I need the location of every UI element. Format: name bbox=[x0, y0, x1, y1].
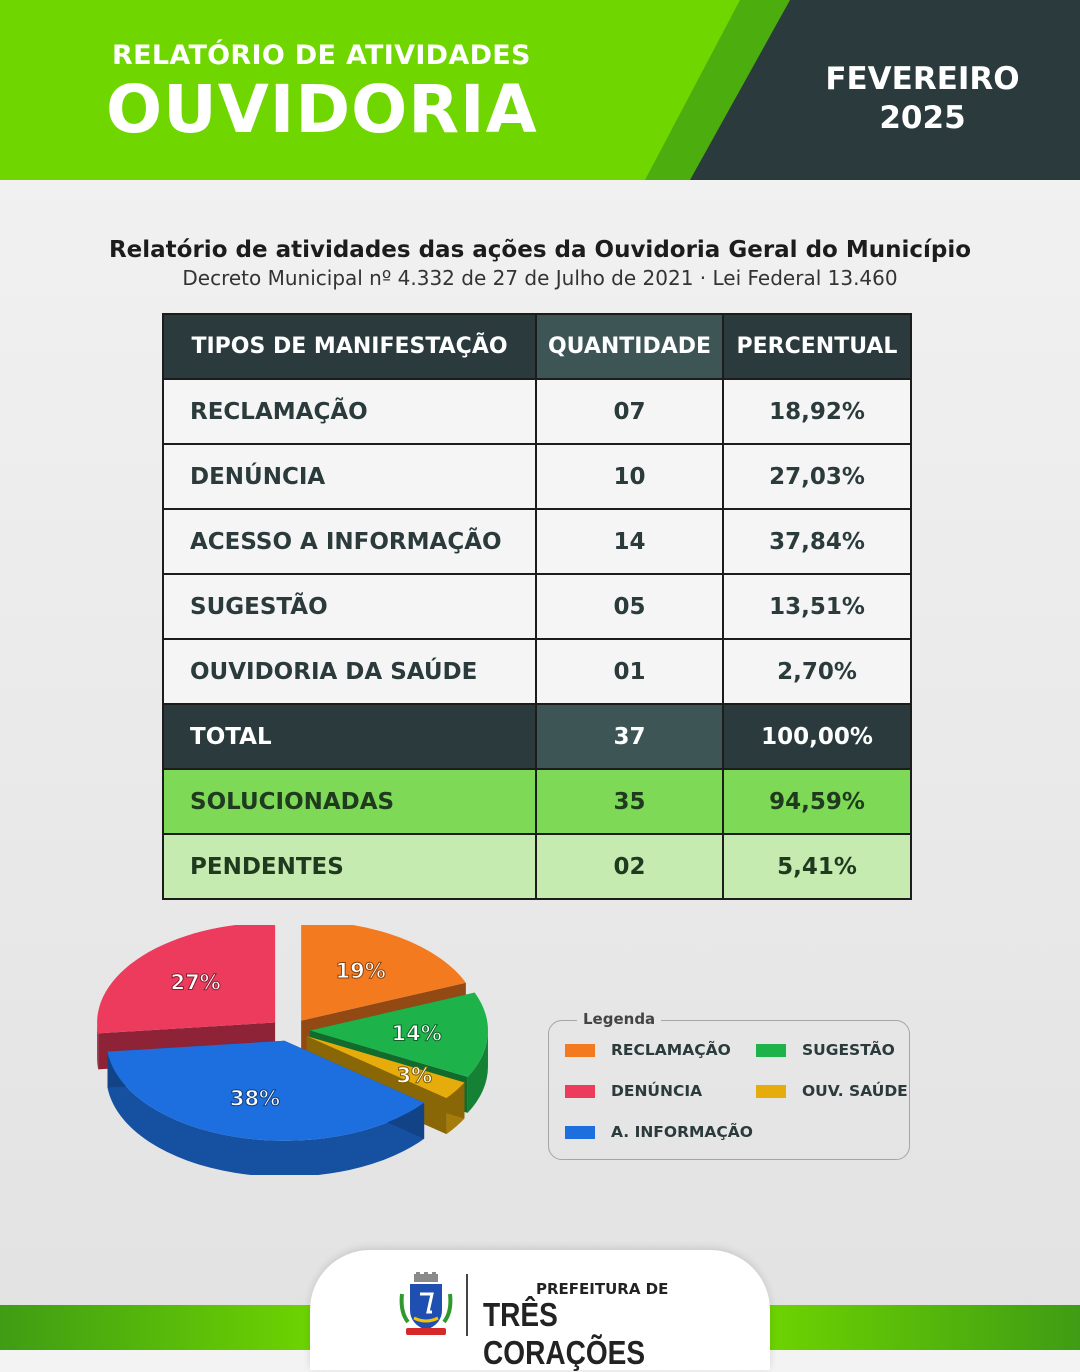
row-percent: 27,03% bbox=[722, 443, 912, 510]
header-subtitle: RELATÓRIO DE ATIVIDADES bbox=[112, 40, 531, 71]
legend-item-a-informacao: A. INFORMAÇÃO bbox=[565, 1123, 753, 1141]
table-header-row: TIPOS DE MANIFESTAÇÃO QUANTIDADE PERCENT… bbox=[162, 313, 912, 380]
footer-prefix: PREFEITURA DE bbox=[536, 1280, 669, 1298]
row-percent: 18,92% bbox=[722, 378, 912, 445]
header-month: FEVEREIRO bbox=[825, 61, 1020, 97]
legend-item-reclamacao: RECLAMAÇÃO bbox=[565, 1041, 731, 1059]
solved-percent: 94,59% bbox=[722, 768, 912, 835]
pie-chart: 19% 14% 3% 38% 27% bbox=[97, 925, 488, 1175]
row-type: ACESSO A INFORMAÇÃO bbox=[162, 508, 537, 575]
row-quantity: 14 bbox=[535, 508, 724, 575]
footer-divider bbox=[466, 1274, 468, 1336]
pie-slice-ouv-saude bbox=[306, 1036, 465, 1099]
pie-label-ouv-saude: 3% bbox=[396, 1063, 432, 1087]
header-year: 2025 bbox=[879, 100, 966, 136]
header-period: FEVEREIRO 2025 bbox=[800, 60, 1045, 138]
legend-swatch-reclamacao bbox=[565, 1043, 595, 1057]
pending-quantity: 02 bbox=[535, 833, 724, 900]
report-subtitle: Decreto Municipal nº 4.332 de 27 de Julh… bbox=[182, 266, 898, 290]
legend-swatch-denuncia bbox=[565, 1084, 595, 1098]
row-quantity: 01 bbox=[535, 638, 724, 705]
solved-label: SOLUCIONADAS bbox=[162, 768, 537, 835]
total-label: TOTAL bbox=[162, 703, 537, 770]
pie-slice-denuncia bbox=[97, 925, 276, 1034]
row-percent: 2,70% bbox=[722, 638, 912, 705]
row-quantity: 10 bbox=[535, 443, 724, 510]
table-row: DENÚNCIA 10 27,03% bbox=[162, 443, 912, 510]
footer-city: TRÊS CORAÇÕES bbox=[483, 1296, 646, 1371]
pie-label-denuncia: 27% bbox=[170, 970, 220, 994]
table-row: ACESSO A INFORMAÇÃO 14 37,84% bbox=[162, 508, 912, 575]
pie-side-sugestao bbox=[467, 1030, 488, 1113]
pie-slice-sugestao bbox=[309, 992, 488, 1077]
table-row: OUVIDORIA DA SAÚDE 01 2,70% bbox=[162, 638, 912, 705]
legend-swatch-a-informacao bbox=[565, 1125, 595, 1139]
footer-logo-card: PREFEITURA DE TRÊS CORAÇÕES bbox=[310, 1250, 770, 1371]
total-row: TOTAL 37 100,00% bbox=[162, 703, 912, 770]
row-percent: 37,84% bbox=[722, 508, 912, 575]
legend-item-ouv-saude: OUV. SAÚDE bbox=[756, 1082, 908, 1100]
solved-quantity: 35 bbox=[535, 768, 724, 835]
table-row: SUGESTÃO 05 13,51% bbox=[162, 573, 912, 640]
legend-title: Legenda bbox=[577, 1010, 662, 1028]
legend-label: RECLAMAÇÃO bbox=[611, 1041, 731, 1059]
pie-slice-a-informacao bbox=[107, 1040, 425, 1141]
pending-label: PENDENTES bbox=[162, 833, 537, 900]
row-quantity: 07 bbox=[535, 378, 724, 445]
legend-label: OUV. SAÚDE bbox=[802, 1082, 908, 1100]
row-type: SUGESTÃO bbox=[162, 573, 537, 640]
row-type: OUVIDORIA DA SAÚDE bbox=[162, 638, 537, 705]
pie-label-reclamacao: 19% bbox=[336, 959, 386, 983]
solved-row: SOLUCIONADAS 35 94,59% bbox=[162, 768, 912, 835]
header-banner: RELATÓRIO DE ATIVIDADES OUVIDORIA FEVERE… bbox=[0, 0, 1080, 180]
legend-swatch-ouv-saude bbox=[756, 1084, 786, 1098]
legend-item-sugestao: SUGESTÃO bbox=[756, 1041, 895, 1059]
header-quantity: QUANTIDADE bbox=[535, 313, 724, 380]
total-percent: 100,00% bbox=[722, 703, 912, 770]
report-title: Relatório de atividades das ações da Ouv… bbox=[108, 237, 972, 263]
legend-item-denuncia: DENÚNCIA bbox=[565, 1082, 702, 1100]
legend-swatch-sugestao bbox=[756, 1043, 786, 1057]
row-percent: 13,51% bbox=[722, 573, 912, 640]
legend-label: A. INFORMAÇÃO bbox=[611, 1123, 753, 1141]
header-title: OUVIDORIA bbox=[106, 71, 538, 148]
pie-label-sugestao: 14% bbox=[392, 1021, 442, 1045]
table-row: RECLAMAÇÃO 07 18,92% bbox=[162, 378, 912, 445]
pie-side-denuncia bbox=[97, 1022, 99, 1070]
row-quantity: 05 bbox=[535, 573, 724, 640]
row-type: DENÚNCIA bbox=[162, 443, 537, 510]
manifestation-table: TIPOS DE MANIFESTAÇÃO QUANTIDADE PERCENT… bbox=[162, 313, 912, 900]
coat-of-arms-icon bbox=[399, 1272, 453, 1335]
pending-row: PENDENTES 02 5,41% bbox=[162, 833, 912, 900]
pie-label-a-informacao: 38% bbox=[230, 1086, 280, 1110]
row-type: RECLAMAÇÃO bbox=[162, 378, 537, 445]
legend-label: DENÚNCIA bbox=[611, 1082, 703, 1100]
header-type: TIPOS DE MANIFESTAÇÃO bbox=[162, 313, 537, 380]
header-percent: PERCENTUAL bbox=[722, 313, 912, 380]
chart-legend: Legenda RECLAMAÇÃO SUGESTÃO DENÚNCIA OUV… bbox=[548, 1010, 910, 1160]
pie-side-a-informacao bbox=[107, 1051, 425, 1175]
pending-percent: 5,41% bbox=[722, 833, 912, 900]
total-quantity: 37 bbox=[535, 703, 724, 770]
legend-label: SUGESTÃO bbox=[802, 1041, 895, 1059]
pie-slice-reclamacao bbox=[301, 925, 466, 1021]
